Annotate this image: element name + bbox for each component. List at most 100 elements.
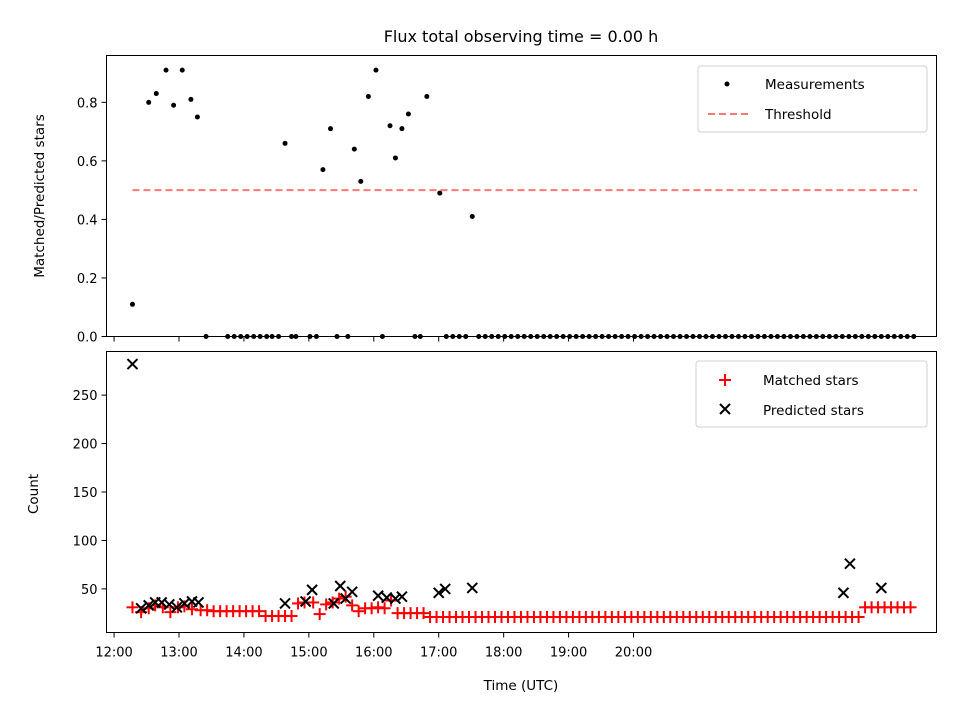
top-y-tick-label: 0.8: [77, 96, 98, 111]
bottom-panel: 50 100 150 200 250 12:00 13:00 14:00 15:00 16:00…: [26, 351, 937, 694]
matched-star-marker: [333, 592, 346, 605]
legend-measurements-label: Measurements: [765, 77, 865, 93]
measurement-point: [179, 67, 185, 73]
top-y-tick-label: 0.6: [77, 155, 98, 170]
bottom-x-tick-label: 13:00: [160, 646, 197, 661]
matched-star-marker: [313, 608, 326, 621]
predicted-star-marker: [875, 582, 888, 594]
measurement-point: [351, 146, 357, 152]
bottom-x-tick-label: 16:00: [355, 646, 392, 661]
matched-star-marker: [164, 606, 177, 619]
predicted-star-marker: [837, 587, 850, 599]
measurement-point: [194, 114, 200, 120]
legend-measurements-marker: [724, 81, 730, 87]
bottom-legend-box: [695, 360, 928, 428]
bottom-y-tick-label: 50: [81, 583, 98, 598]
measurement-point: [171, 102, 177, 108]
measurement-point: [188, 96, 194, 102]
matched-star-marker: [352, 605, 365, 618]
bottom-x-tick-label: 14:00: [225, 646, 262, 661]
legend-matched-label: Matched stars: [763, 373, 859, 389]
top-plot-frame: [106, 55, 937, 337]
top-legend-box: [697, 65, 928, 133]
measurement-point: [358, 178, 364, 184]
top-y-axis-label: Matched/Predicted stars: [32, 114, 48, 277]
predicted-star-marker: [844, 557, 856, 570]
predicted-star-marker: [279, 597, 291, 610]
predicted-star-marker: [389, 592, 402, 605]
measurement-point: [153, 91, 159, 97]
matched-star-marker: [253, 605, 266, 618]
predicted-star-marker: [171, 601, 183, 614]
measurement-point: [373, 67, 379, 73]
bottom-series-layer: [126, 358, 917, 623]
measurement-point: [405, 111, 411, 117]
predicted-star-marker: [135, 602, 147, 614]
legend-matched-marker: [719, 374, 731, 386]
bottom-y-tick-label: 250: [73, 389, 98, 404]
predicted-star-marker: [142, 599, 155, 612]
predicted-star-marker: [433, 587, 445, 599]
matched-star-marker: [417, 607, 430, 620]
top-y-tick-label: 0.4: [77, 213, 98, 228]
predicted-star-marker: [372, 589, 384, 602]
predicted-star-marker: [306, 584, 318, 596]
bottom-x-tick-label: 20:00: [615, 646, 652, 661]
predicted-star-marker: [439, 583, 451, 595]
predicted-star-marker: [126, 358, 139, 370]
legend-predicted-marker: [719, 403, 731, 415]
predicted-star-marker: [299, 595, 312, 608]
bottom-legend: Matched stars Predicted stars: [695, 360, 928, 428]
bottom-x-tick-label: 17:00: [420, 646, 457, 661]
measurement-point: [437, 190, 443, 196]
top-legend: Measurements Threshold: [697, 65, 928, 133]
measurement-point: [328, 126, 334, 132]
predicted-star-marker: [328, 597, 340, 610]
top-panel: 0.00.20.40.60.8 Matched/Predicted stars …: [32, 55, 937, 346]
matched-star-marker: [904, 601, 917, 614]
measurement-point: [387, 123, 393, 129]
matched-star-marker: [126, 601, 139, 614]
predicted-star-marker: [396, 590, 408, 603]
measurement-point: [469, 213, 475, 219]
measurement-point: [399, 126, 405, 132]
matched-star-marker: [320, 598, 333, 611]
bottom-x-tick-label: 12:00: [95, 646, 132, 661]
bottom-x-tick-label: 18:00: [485, 646, 522, 661]
matched-star-marker: [385, 594, 398, 607]
legend-threshold-label: Threshold: [764, 107, 832, 123]
matched-star-marker: [852, 610, 865, 623]
measurement-point: [129, 301, 135, 307]
measurement-point: [365, 93, 371, 99]
predicted-star-marker: [192, 596, 205, 609]
bottom-y-tick-label: 100: [73, 534, 98, 549]
top-series-layer: [129, 67, 918, 339]
predicted-star-marker: [334, 580, 346, 592]
top-y-tick-label: 0.0: [77, 331, 98, 346]
top-y-axis: 0.0 0.2 0.4 0.6 0.8: [77, 96, 107, 346]
measurement-point: [392, 155, 398, 161]
matched-star-marker: [285, 610, 298, 623]
measurement-point: [424, 93, 430, 99]
bottom-y-axis-label: Count: [26, 474, 42, 514]
bottom-y-tick-label: 150: [73, 486, 98, 501]
bottom-y-axis: 50 100 150 200 250: [73, 389, 107, 598]
matched-star-marker: [339, 590, 352, 603]
bottom-x-tick-label: 19:00: [550, 646, 587, 661]
legend-predicted-label: Predicted stars: [763, 403, 864, 419]
top-x-axis-ticks: [113, 336, 635, 342]
measurement-point: [163, 67, 169, 73]
bottom-x-axis: 12:00 13:00 14:00 15:00 16:00 17:00 18:00 19:00…: [95, 632, 652, 661]
measurement-point: [146, 99, 152, 105]
predicted-star-marker: [163, 598, 175, 611]
matched-star-marker: [346, 599, 359, 612]
matched-star-marker: [378, 602, 391, 615]
chart-title: Flux total observing time = 0.00 h: [384, 27, 659, 46]
bottom-x-tick-label: 15:00: [290, 646, 327, 661]
bottom-y-tick-label: 200: [73, 438, 98, 453]
measurement-point: [282, 140, 288, 146]
top-y-tick-label: 0.2: [77, 272, 98, 287]
measurement-point: [320, 167, 326, 173]
predicted-star-marker: [466, 582, 478, 594]
